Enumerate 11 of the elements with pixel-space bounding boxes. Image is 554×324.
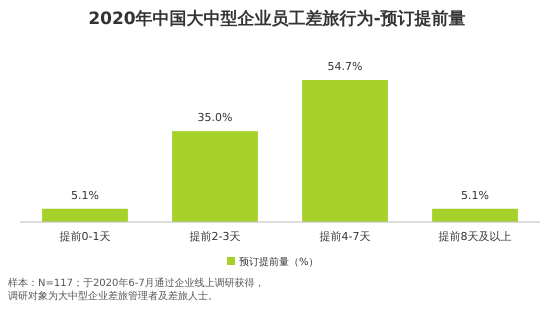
x-tick-label: 提前0-1天 xyxy=(60,230,110,243)
x-tick-label: 提前4-7天 xyxy=(320,230,370,243)
legend-label: 预订提前量（%） xyxy=(239,256,319,268)
data-label: 5.1% xyxy=(461,188,489,202)
text: 样本：N=117；于2020年6-7月通过企业线上调研获得，调研对象为大中型企业差旅管理者及差旅人士。 xyxy=(8,277,265,302)
data-label: 5.1% xyxy=(71,188,99,202)
data-label: 35.0% xyxy=(198,111,232,124)
x-tick-label: 提前8天及以上 xyxy=(438,230,512,243)
data-label: 54.7% xyxy=(328,60,362,73)
x-tick-label: 提前2-3天 xyxy=(190,230,240,243)
chart-title: 2020年中国大中型企业员工差旅行为-预订提前量 xyxy=(88,9,466,29)
